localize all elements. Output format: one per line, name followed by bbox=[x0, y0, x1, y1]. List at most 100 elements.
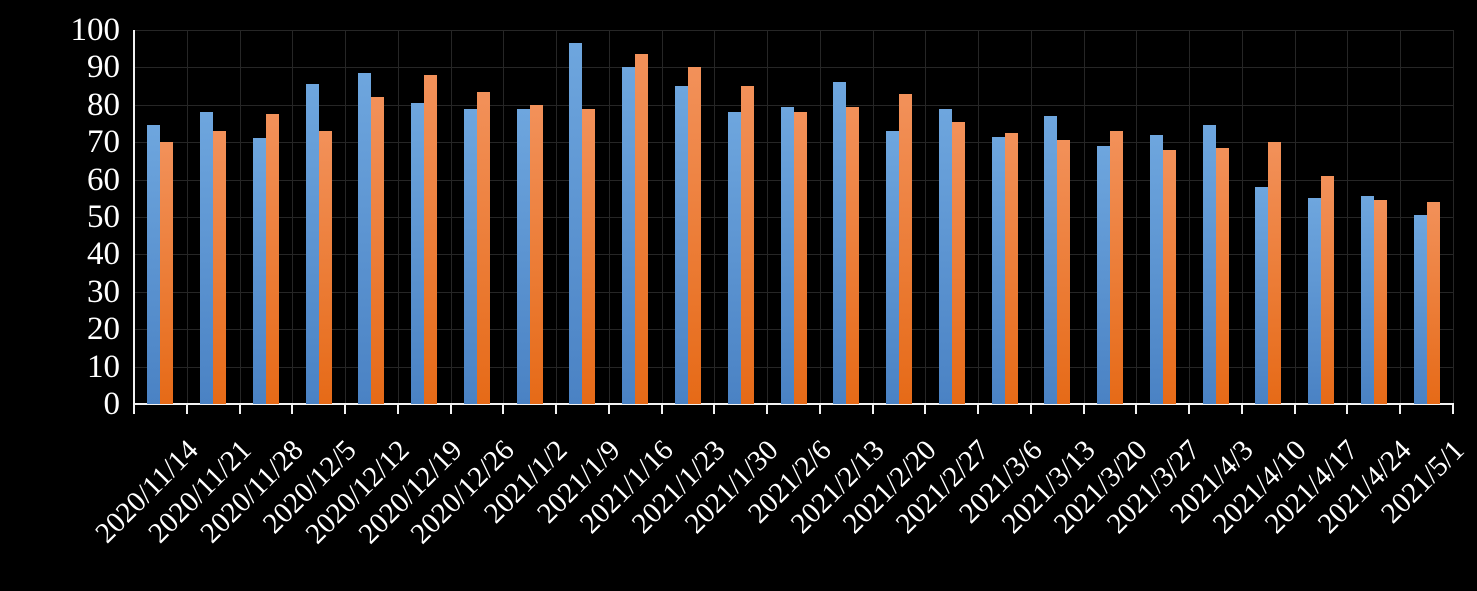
bar-blue bbox=[939, 109, 952, 404]
bar-blue bbox=[1308, 198, 1321, 404]
x-axis-tick bbox=[819, 404, 821, 414]
gridline-vertical bbox=[240, 30, 241, 404]
gridline-vertical bbox=[609, 30, 610, 404]
bar-orange bbox=[899, 94, 912, 404]
gridline-vertical bbox=[398, 30, 399, 404]
bar-orange bbox=[1005, 133, 1018, 404]
bar-blue bbox=[622, 67, 635, 404]
gridline-vertical bbox=[1189, 30, 1190, 404]
bar-orange bbox=[424, 75, 437, 404]
x-axis-tick bbox=[1188, 404, 1190, 414]
plot-area bbox=[133, 30, 1454, 414]
gridline-vertical bbox=[1136, 30, 1137, 404]
x-axis-tick bbox=[1241, 404, 1243, 414]
bar-orange bbox=[688, 67, 701, 404]
bar-blue bbox=[253, 138, 266, 404]
gridline-horizontal bbox=[134, 104, 1453, 106]
x-axis-tick bbox=[661, 404, 663, 414]
y-axis-tick-label: 50 bbox=[87, 199, 120, 235]
gridline-vertical bbox=[1295, 30, 1296, 404]
x-axis-tick bbox=[397, 404, 399, 414]
bar-orange bbox=[1268, 142, 1281, 404]
y-axis-tick-label: 30 bbox=[87, 274, 120, 310]
gridline-horizontal bbox=[134, 67, 1453, 69]
x-axis-tick bbox=[133, 404, 135, 414]
gridline-vertical bbox=[820, 30, 821, 404]
gridline-vertical bbox=[187, 30, 188, 404]
x-axis-tick bbox=[1030, 404, 1032, 414]
x-axis-tick bbox=[186, 404, 188, 414]
gridline-vertical bbox=[451, 30, 452, 404]
bar-blue bbox=[569, 43, 582, 404]
gridline-vertical bbox=[714, 30, 715, 404]
gridline-vertical bbox=[662, 30, 663, 404]
x-axis-tick bbox=[502, 404, 504, 414]
bar-orange bbox=[371, 97, 384, 404]
x-axis-tick bbox=[239, 404, 241, 414]
gridline-vertical bbox=[503, 30, 504, 404]
bar-orange bbox=[952, 122, 965, 404]
bar-orange bbox=[1110, 131, 1123, 404]
y-axis-tick-label: 90 bbox=[87, 49, 120, 85]
bar-blue bbox=[517, 109, 530, 404]
x-axis-tick bbox=[766, 404, 768, 414]
gridline-vertical bbox=[925, 30, 926, 404]
bar-orange bbox=[266, 114, 279, 404]
gridline-vertical bbox=[1400, 30, 1401, 404]
bar-blue bbox=[886, 131, 899, 404]
bar-blue bbox=[306, 84, 319, 404]
bar-blue bbox=[1255, 187, 1268, 404]
x-axis-tick bbox=[555, 404, 557, 414]
bar-orange bbox=[477, 92, 490, 404]
y-axis-tick-label: 40 bbox=[87, 236, 120, 272]
gridline-vertical bbox=[1031, 30, 1032, 404]
gridline-vertical bbox=[1347, 30, 1348, 404]
x-axis-line bbox=[133, 403, 1454, 405]
bar-orange bbox=[160, 142, 173, 404]
bar-orange bbox=[530, 105, 543, 404]
bar-orange bbox=[1427, 202, 1440, 404]
y-axis-tick-label: 10 bbox=[87, 349, 120, 385]
x-axis-tick bbox=[713, 404, 715, 414]
y-axis-line bbox=[133, 30, 135, 404]
gridline-vertical bbox=[978, 30, 979, 404]
gridline-vertical bbox=[345, 30, 346, 404]
x-axis-tick bbox=[344, 404, 346, 414]
bar-blue bbox=[200, 112, 213, 404]
bar-blue bbox=[1150, 135, 1163, 404]
gridline-vertical bbox=[873, 30, 874, 404]
bar-blue bbox=[358, 73, 371, 404]
gridline-horizontal bbox=[134, 30, 1453, 31]
gridline-vertical bbox=[1453, 30, 1454, 404]
x-axis-tick bbox=[1135, 404, 1137, 414]
gridline-vertical bbox=[292, 30, 293, 404]
x-axis-tick bbox=[291, 404, 293, 414]
bar-blue bbox=[833, 82, 846, 404]
bar-orange bbox=[635, 54, 648, 404]
x-axis-tick bbox=[608, 404, 610, 414]
bar-blue bbox=[1044, 116, 1057, 404]
bar-blue bbox=[411, 103, 424, 404]
y-axis-tick-label: 20 bbox=[87, 311, 120, 347]
bar-orange bbox=[1374, 200, 1387, 404]
x-axis-tick bbox=[1083, 404, 1085, 414]
x-axis-tick bbox=[1452, 404, 1454, 414]
bar-orange bbox=[1057, 140, 1070, 404]
bar-blue bbox=[781, 107, 794, 404]
bar-blue bbox=[464, 109, 477, 404]
bar-blue bbox=[1361, 196, 1374, 404]
bar-blue bbox=[1203, 125, 1216, 404]
bar-blue bbox=[675, 86, 688, 404]
x-axis-tick bbox=[1346, 404, 1348, 414]
y-axis-tick-label: 100 bbox=[70, 12, 121, 48]
x-axis-tick bbox=[872, 404, 874, 414]
bar-orange bbox=[846, 107, 859, 404]
bar-blue bbox=[1414, 215, 1427, 404]
bar-blue bbox=[1097, 146, 1110, 404]
gridline-vertical bbox=[767, 30, 768, 404]
bar-orange bbox=[1321, 176, 1334, 404]
x-axis-tick bbox=[450, 404, 452, 414]
bar-blue bbox=[728, 112, 741, 404]
bar-orange bbox=[1216, 148, 1229, 404]
